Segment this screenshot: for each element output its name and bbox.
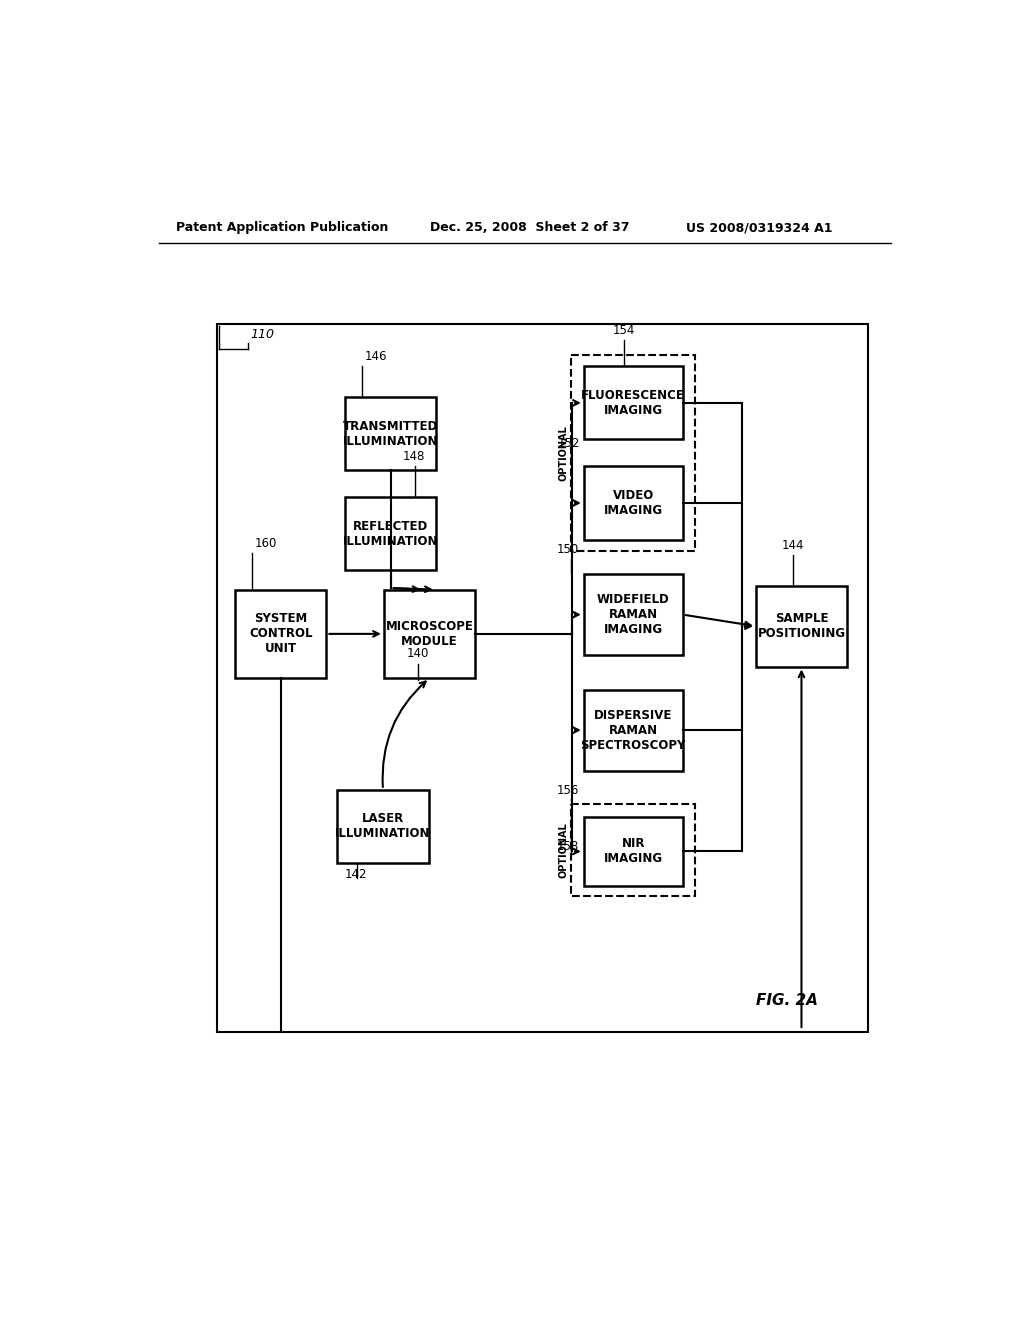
Text: TRANSMITTED
ILLUMINATION: TRANSMITTED ILLUMINATION (343, 420, 438, 447)
Text: 152: 152 (557, 437, 580, 450)
Text: 160: 160 (254, 537, 276, 550)
Text: 142: 142 (345, 869, 368, 882)
Bar (234, 590, 327, 678)
Text: 140: 140 (407, 647, 429, 660)
Text: 158: 158 (557, 840, 579, 853)
Text: Dec. 25, 2008  Sheet 2 of 37: Dec. 25, 2008 Sheet 2 of 37 (430, 222, 630, 234)
Text: 146: 146 (365, 350, 387, 363)
Bar (584, 689, 683, 771)
Text: NIR
IMAGING: NIR IMAGING (604, 837, 663, 866)
Bar (584, 817, 683, 886)
Text: 110: 110 (251, 327, 274, 341)
Bar (584, 367, 683, 440)
Bar (384, 590, 475, 678)
Bar (345, 397, 436, 470)
Bar (584, 574, 683, 655)
Bar (337, 789, 429, 863)
Text: 150: 150 (557, 544, 579, 557)
Text: 156: 156 (557, 784, 579, 797)
Text: 148: 148 (403, 450, 426, 463)
Text: MICROSCOPE
MODULE: MICROSCOPE MODULE (386, 620, 473, 648)
Bar (571, 804, 695, 896)
Text: OPTIONAL: OPTIONAL (558, 822, 568, 878)
Text: US 2008/0319324 A1: US 2008/0319324 A1 (686, 222, 833, 234)
Text: FIG. 2A: FIG. 2A (756, 994, 817, 1008)
Bar (217, 323, 868, 1032)
Text: SYSTEM
CONTROL
UNIT: SYSTEM CONTROL UNIT (249, 612, 312, 655)
Bar (584, 466, 683, 540)
Text: 154: 154 (612, 323, 635, 337)
Text: OPTIONAL: OPTIONAL (558, 425, 568, 480)
Bar (756, 586, 847, 667)
Text: FLUORESCENCE
IMAGING: FLUORESCENCE IMAGING (582, 389, 685, 417)
Text: LASER
ILLUMINATION: LASER ILLUMINATION (335, 812, 431, 841)
Text: DISPERSIVE
RAMAN
SPECTROSCOPY: DISPERSIVE RAMAN SPECTROSCOPY (581, 709, 686, 751)
Bar (345, 498, 436, 570)
Text: REFLECTED
ILLUMINATION: REFLECTED ILLUMINATION (343, 520, 438, 548)
Text: Patent Application Publication: Patent Application Publication (176, 222, 388, 234)
Text: 144: 144 (781, 539, 804, 552)
Text: WIDEFIELD
RAMAN
IMAGING: WIDEFIELD RAMAN IMAGING (597, 593, 670, 636)
Text: VIDEO
IMAGING: VIDEO IMAGING (604, 488, 663, 517)
Bar (571, 355, 695, 552)
Text: SAMPLE
POSITIONING: SAMPLE POSITIONING (758, 612, 846, 640)
